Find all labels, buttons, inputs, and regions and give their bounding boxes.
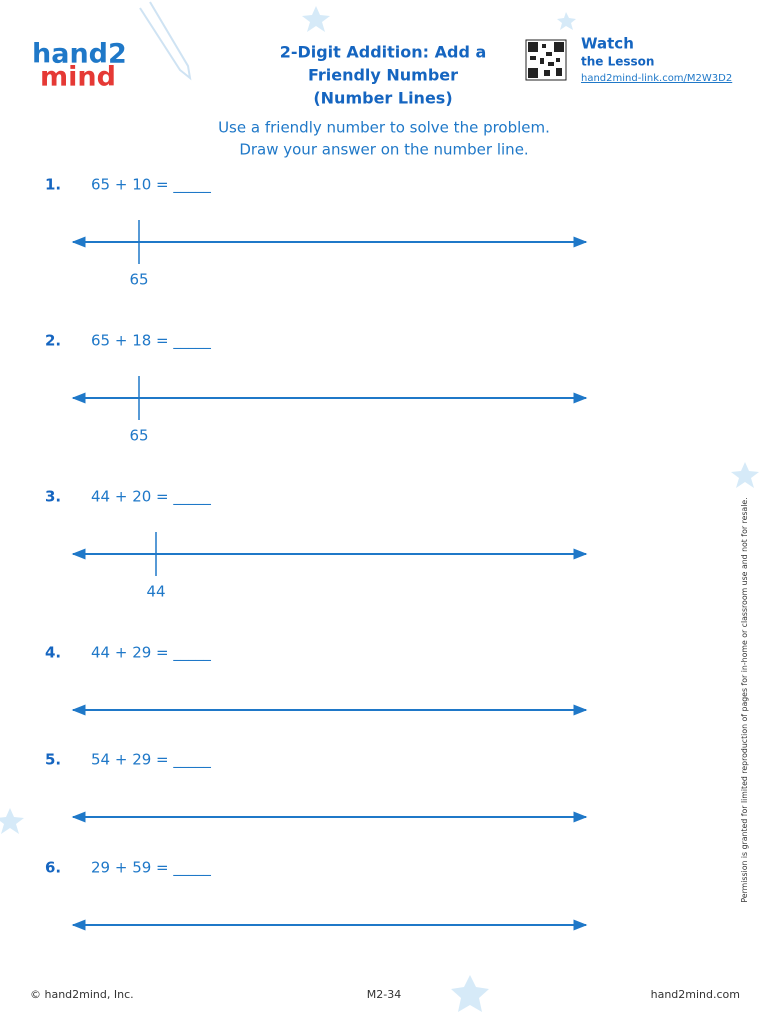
footer-copyright: © hand2mind, Inc. (30, 988, 134, 1001)
problem-number: 6. (45, 859, 61, 877)
logo-bottom: mind (40, 62, 116, 93)
problem-list: 1. 65 + 10 = _____ 65 2. 65 + 18 = _____ 65 3.… (45, 176, 588, 931)
title-line: Friendly Number (308, 66, 458, 85)
problem-number: 3. (45, 488, 61, 506)
problem-number: 2. (45, 332, 61, 350)
problem-number: 4. (45, 644, 61, 662)
start-label: 65 (129, 427, 148, 445)
problem-expression: 44 + 20 = _____ (91, 488, 211, 507)
side-note: Permission is granted for limited reprod… (740, 497, 749, 902)
problem-expression: 29 + 59 = _____ (91, 859, 211, 878)
pencil-decoration (139, 1, 192, 81)
instruction: Draw your answer on the number line. (239, 141, 528, 159)
start-label: 44 (146, 583, 165, 601)
problem-number: 5. (45, 751, 61, 769)
title-line: (Number Lines) (313, 89, 452, 108)
problem-expression: 65 + 18 = _____ (91, 332, 211, 351)
problem-expression: 44 + 29 = _____ (91, 644, 211, 663)
lesson-link[interactable]: hand2mind-link.com/M2W3D2 (581, 73, 732, 84)
footer-page: M2-34 (367, 988, 401, 1001)
problem-number: 1. (45, 176, 61, 194)
watch-subheading: the Lesson (581, 55, 654, 69)
problem-expression: 54 + 29 = _____ (91, 751, 211, 770)
decoration (0, 6, 759, 1012)
footer-website: hand2mind.com (651, 988, 740, 1001)
problem-expression: 65 + 10 = _____ (91, 176, 211, 195)
qr-code (525, 39, 567, 81)
title-line: 2-Digit Addition: Add a (280, 43, 487, 62)
start-label: 65 (129, 271, 148, 289)
watch-heading: Watch (581, 35, 634, 53)
instruction: Use a friendly number to solve the probl… (218, 119, 550, 137)
logo-top: hand2 (32, 39, 127, 70)
